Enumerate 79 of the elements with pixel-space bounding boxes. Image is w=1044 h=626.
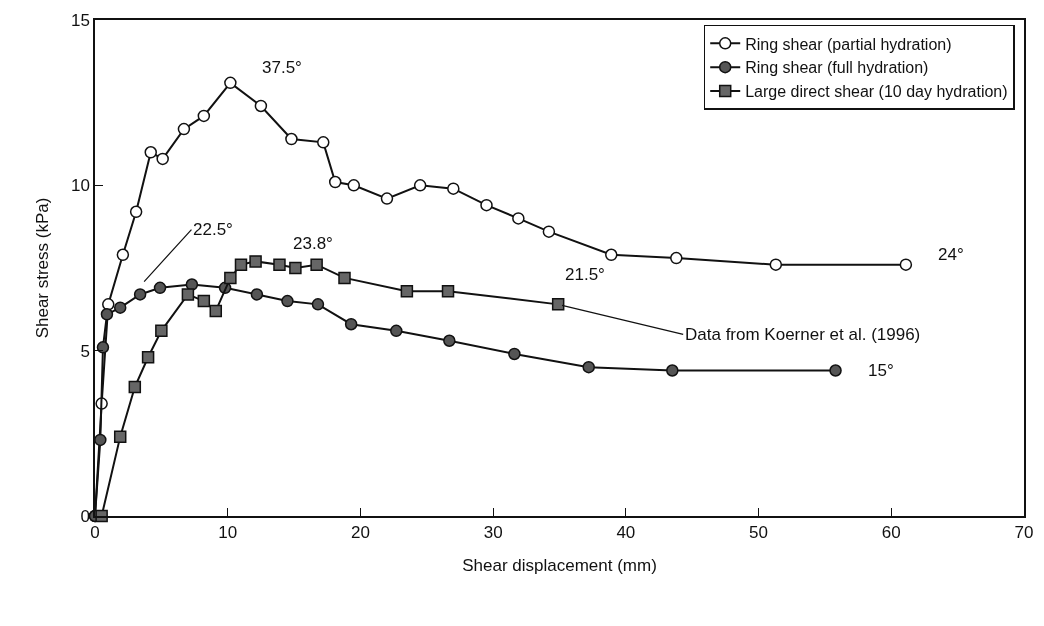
annotation: 37.5° — [262, 58, 302, 77]
point — [328, 175, 342, 189]
point — [447, 182, 460, 195]
annotation: 21.5° — [565, 265, 605, 284]
point — [281, 294, 294, 308]
point — [582, 360, 595, 374]
point — [347, 179, 361, 192]
point — [100, 308, 114, 321]
annotation: Data from Koerner et al. (1996) — [685, 325, 921, 344]
point — [666, 364, 679, 377]
point — [113, 301, 127, 314]
y-tick-label: 15 — [70, 10, 90, 30]
x-tick-label: 20 — [350, 523, 370, 543]
x-tick-label: 70 — [1014, 523, 1034, 543]
point — [153, 281, 167, 295]
x-axis-title: Shear displacement (mm) — [462, 556, 657, 576]
y-axis-title: Shear stress (kPa) — [32, 197, 52, 339]
annotation: 24° — [938, 245, 964, 264]
legend-label: Large direct shear (10 day hydration) — [745, 83, 1008, 101]
x-tick-label: 60 — [881, 523, 901, 543]
point — [197, 294, 211, 308]
point — [480, 198, 493, 212]
y-tick-label: 5 — [80, 341, 90, 361]
point — [899, 258, 913, 271]
point — [310, 258, 323, 271]
x-tick-label: 10 — [218, 523, 238, 543]
annotation: 23.8° — [293, 234, 333, 253]
point — [285, 132, 298, 146]
point — [512, 212, 525, 225]
point — [181, 288, 195, 301]
point — [380, 192, 394, 205]
point — [197, 109, 211, 123]
point — [273, 258, 286, 271]
x-tick-label: 30 — [483, 523, 503, 543]
point — [116, 248, 130, 262]
point — [311, 298, 325, 311]
point — [250, 288, 264, 301]
point — [177, 122, 191, 136]
point — [155, 324, 168, 338]
point — [390, 324, 403, 338]
point — [254, 99, 268, 113]
point — [102, 298, 115, 311]
legend-label: Ring shear (full hydration) — [745, 59, 929, 77]
point — [443, 334, 456, 347]
point — [338, 271, 351, 285]
point — [156, 152, 169, 166]
point — [129, 205, 143, 219]
x-tick-label: 40 — [616, 523, 636, 543]
y-tick-label: 10 — [70, 176, 90, 196]
point — [542, 225, 556, 238]
point — [551, 298, 565, 311]
point — [344, 317, 358, 331]
point — [317, 136, 330, 149]
point — [234, 258, 248, 271]
point — [128, 380, 142, 394]
point — [249, 255, 262, 268]
point — [133, 288, 147, 301]
point — [113, 430, 127, 443]
point — [144, 146, 157, 159]
point — [224, 271, 237, 285]
point — [141, 351, 155, 364]
point — [605, 248, 618, 262]
point — [441, 284, 455, 298]
point — [209, 304, 223, 318]
point — [94, 433, 107, 447]
point — [829, 364, 842, 377]
point — [670, 251, 683, 265]
point — [413, 179, 427, 192]
y-tick-label: 0 — [80, 506, 90, 526]
point — [96, 341, 110, 354]
point — [224, 76, 237, 90]
x-tick-label: 50 — [749, 523, 769, 543]
annotation: 22.5° — [193, 220, 233, 239]
legend-label: Ring shear (partial hydration) — [745, 35, 952, 53]
point — [508, 347, 521, 361]
annotation: 15° — [868, 361, 894, 380]
point — [769, 258, 783, 271]
point — [289, 261, 302, 275]
point — [400, 284, 414, 298]
